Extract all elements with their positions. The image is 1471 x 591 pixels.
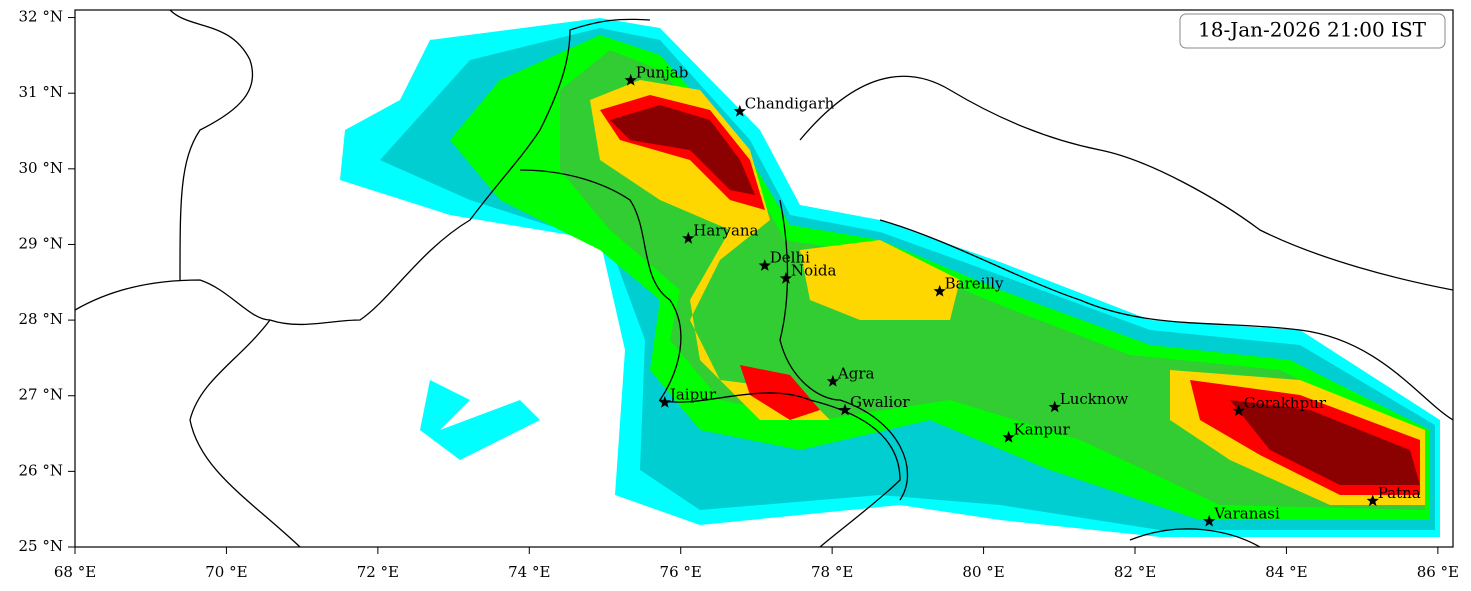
x-tick-label: 70 °E: [205, 563, 247, 581]
border: [75, 18, 651, 326]
rain-contour: [1230, 400, 1420, 485]
x-tick-label: 72 °E: [357, 563, 399, 581]
city-marker: [1232, 404, 1245, 417]
city-label: Varanasi: [1213, 504, 1280, 522]
city-marker: [682, 231, 695, 244]
city-label: Gwalior: [850, 393, 910, 411]
rain-contour: [420, 380, 540, 460]
rain-contour: [610, 105, 755, 195]
rainfall-field: [340, 18, 1440, 537]
y-tick-label: 28 °N: [19, 310, 63, 328]
city-marker: [624, 73, 637, 86]
city-marker: [838, 403, 852, 416]
rain-contour: [800, 240, 960, 320]
x-tick-label: 80 °E: [962, 563, 1004, 581]
city-label: Delhi: [770, 249, 810, 267]
border: [169, 10, 254, 281]
city-label: Agra: [837, 364, 875, 382]
city-label: Chandigarh: [745, 94, 835, 112]
rain-contour: [590, 80, 830, 420]
rain-contour: [740, 365, 820, 420]
border: [189, 319, 301, 547]
city-marker: [1048, 400, 1061, 413]
city-label: Noida: [791, 262, 837, 280]
x-tick-label: 74 °E: [508, 563, 550, 581]
border: [779, 199, 909, 501]
y-tick-label: 26 °N: [19, 461, 63, 479]
borders: [75, 10, 1453, 547]
border: [879, 219, 1453, 421]
city-marker: [1366, 494, 1379, 507]
timestamp: 18-Jan-2026 21:00 IST: [1198, 18, 1427, 42]
city-marker: [733, 104, 746, 117]
city-label: Haryana: [693, 221, 758, 239]
city-marker: [779, 272, 793, 284]
city-label: Bareilly: [945, 274, 1004, 292]
x-tick-label: 82 °E: [1114, 563, 1156, 581]
y-tick-label: 27 °N: [19, 386, 63, 404]
city-marker: [826, 374, 840, 387]
x-tick-label: 86 °E: [1417, 563, 1459, 581]
city-label: Jaipur: [668, 386, 717, 404]
border: [799, 75, 1453, 291]
city-label: Punjab: [636, 63, 689, 81]
x-tick-label: 76 °E: [660, 563, 702, 581]
city-label: Gorakhpur: [1244, 394, 1327, 412]
y-tick-label: 32 °N: [19, 8, 63, 26]
y-tick-label: 30 °N: [19, 159, 63, 177]
x-tick-label: 84 °E: [1265, 563, 1307, 581]
border: [1129, 528, 1261, 547]
y-tick-label: 25 °N: [19, 537, 63, 555]
city-label: Patna: [1378, 484, 1421, 502]
y-tick-label: 31 °N: [19, 83, 63, 101]
timestamp-box: [1179, 13, 1446, 49]
city-marker: [933, 284, 946, 297]
city-label: Kanpur: [1014, 420, 1071, 438]
plot-frame: [74, 9, 1454, 548]
x-tick-label: 78 °E: [811, 563, 853, 581]
city-marker: [1002, 430, 1015, 443]
x-tick-label: 68 °E: [54, 563, 96, 581]
y-tick-label: 29 °N: [19, 234, 63, 252]
city-marker: [758, 259, 771, 271]
city-marker: [1203, 514, 1216, 527]
city-marker: [658, 396, 671, 408]
city-label: Lucknow: [1060, 390, 1129, 408]
